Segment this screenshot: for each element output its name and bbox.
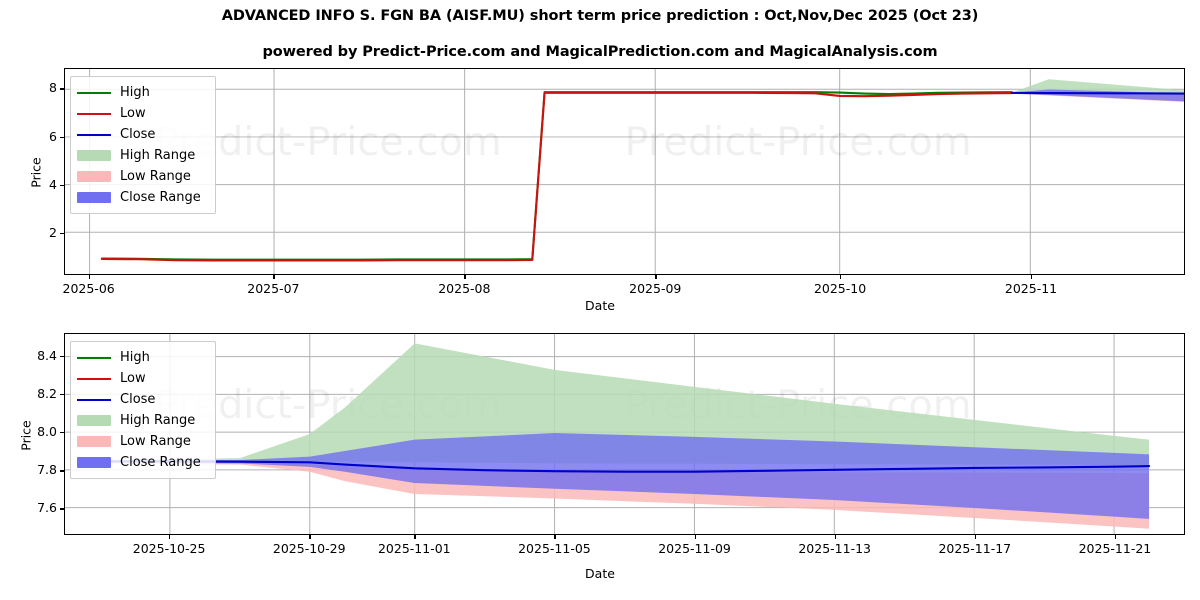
detail-x-axis-label: Date [585,566,615,581]
y-tick-label: 6 [49,128,57,144]
x-tick-label: 2025-11-01 [377,541,451,556]
legend-label: High [120,85,150,100]
y-tick-label: 8 [49,80,57,96]
x-tick-mark [273,275,275,279]
series-line-close [100,461,1149,471]
detail-legend-item-high[interactable]: High [77,347,207,368]
x-tick-mark [1114,535,1117,539]
legend-label: Close Range [120,455,201,470]
x-tick-label: 2025-11 [1004,281,1058,296]
detail-legend: High Low Close High Range Low Range Close Ran… [70,341,216,479]
legend-label: Close [120,392,156,407]
x-tick-label: 2025-11-21 [1078,541,1152,556]
x-tick-mark [309,535,311,539]
legend-swatch-close-icon [77,128,111,142]
detail-legend-item-close[interactable]: Close [77,389,207,410]
legend-swatch-high-icon [77,351,111,365]
legend-swatch-low-icon [77,107,111,121]
y-tick-mark [60,136,64,138]
band-high-range [99,343,1150,466]
legend-swatch-low-icon [77,372,111,386]
y-tick-label: 2 [49,224,57,240]
y-tick-mark [60,508,64,510]
overview-legend-item-low[interactable]: Low [77,103,207,124]
overview-legend-item-high-range[interactable]: High Range [77,145,207,166]
legend-label: Low [120,371,146,386]
overview-legend-item-low-range[interactable]: Low Range [77,166,207,187]
legend-swatch-high-range-icon [77,415,111,426]
band-close-range [99,433,1150,519]
legend-label: Close [120,127,156,142]
x-tick-label: 2025-11-17 [938,541,1012,556]
y-tick-mark [60,432,64,434]
page-title: ADVANCED INFO S. FGN BA (AISF.MU) short … [221,8,979,24]
x-tick-label: 2025-07 [247,281,300,296]
legend-label: Low Range [120,434,191,449]
y-tick-label: 4 [49,176,57,192]
detail-legend-item-close-range[interactable]: Close Range [77,452,207,473]
overview-legend-item-close-range[interactable]: Close Range [77,187,207,208]
legend-swatch-close-range-icon [77,192,111,203]
x-tick-label: 2025-08 [438,281,491,296]
x-tick-mark [655,275,657,279]
y-tick-label: 7.6 [37,500,57,516]
x-tick-label: 2025-11-05 [518,541,591,556]
watermark-text: Predict-Price.com [625,119,972,165]
x-tick-mark [414,535,416,539]
x-tick-mark [169,535,171,539]
legend-swatch-close-icon [77,393,111,407]
y-tick-mark [60,88,64,90]
y-tick-label: 7.8 [37,462,57,478]
overview-chart-panel: Price Predict-Price.com Predict-Price.com… [29,68,1185,313]
legend-label: Low [120,106,146,121]
overview-legend: High Low Close High Range Low Range Close Ran… [70,76,216,214]
y-tick-mark [60,232,64,235]
overview-x-axis-label: Date [585,298,615,313]
x-tick-mark [834,535,836,539]
y-tick-label: 8.4 [37,347,57,363]
x-tick-mark [974,535,977,539]
series-line-close [1012,93,1184,94]
legend-label: High [120,350,150,365]
x-tick-label: 2025-10-29 [272,541,346,556]
detail-legend-item-high-range[interactable]: High Range [77,410,207,431]
overview-legend-item-close[interactable]: Close [77,124,207,145]
legend-swatch-low-range-icon [77,436,111,447]
x-tick-label: 2025-06 [62,281,115,296]
legend-label: Close Range [120,190,201,205]
y-tick-label: 8.2 [37,385,57,401]
page-subtitle: powered by Predict-Price.com and Magical… [262,44,938,60]
detail-legend-item-low[interactable]: Low [77,368,207,389]
x-tick-mark [464,275,466,279]
x-tick-label: 2025-11-09 [658,541,731,556]
x-tick-label: 2025-10 [813,281,867,296]
x-tick-mark [1031,275,1033,279]
y-tick-mark [60,184,64,187]
x-tick-mark [840,275,842,279]
x-tick-label: 2025-11-13 [798,541,872,556]
overview-plot-area: Predict-Price.com Predict-Price.com [64,68,1185,275]
x-tick-label: 2025-09 [629,281,682,296]
x-tick-mark [694,535,696,539]
y-tick-mark [60,393,64,396]
overview-legend-item-high[interactable]: High [77,82,207,103]
detail-legend-item-low-range[interactable]: Low Range [77,431,207,452]
legend-swatch-high-range-icon [77,150,111,161]
x-tick-mark [88,275,90,279]
legend-swatch-close-range-icon [77,457,111,468]
legend-label: Low Range [120,169,191,184]
y-tick-mark [60,470,64,472]
legend-swatch-low-range-icon [77,171,111,182]
x-tick-label: 2025-10-25 [132,541,206,556]
legend-label: High Range [120,413,196,428]
y-tick-mark [60,355,64,358]
y-tick-label: 8.0 [37,424,57,440]
legend-label: High Range [120,148,196,163]
legend-swatch-high-icon [77,86,111,100]
x-tick-mark [554,535,556,539]
series-line-low [102,93,1012,261]
